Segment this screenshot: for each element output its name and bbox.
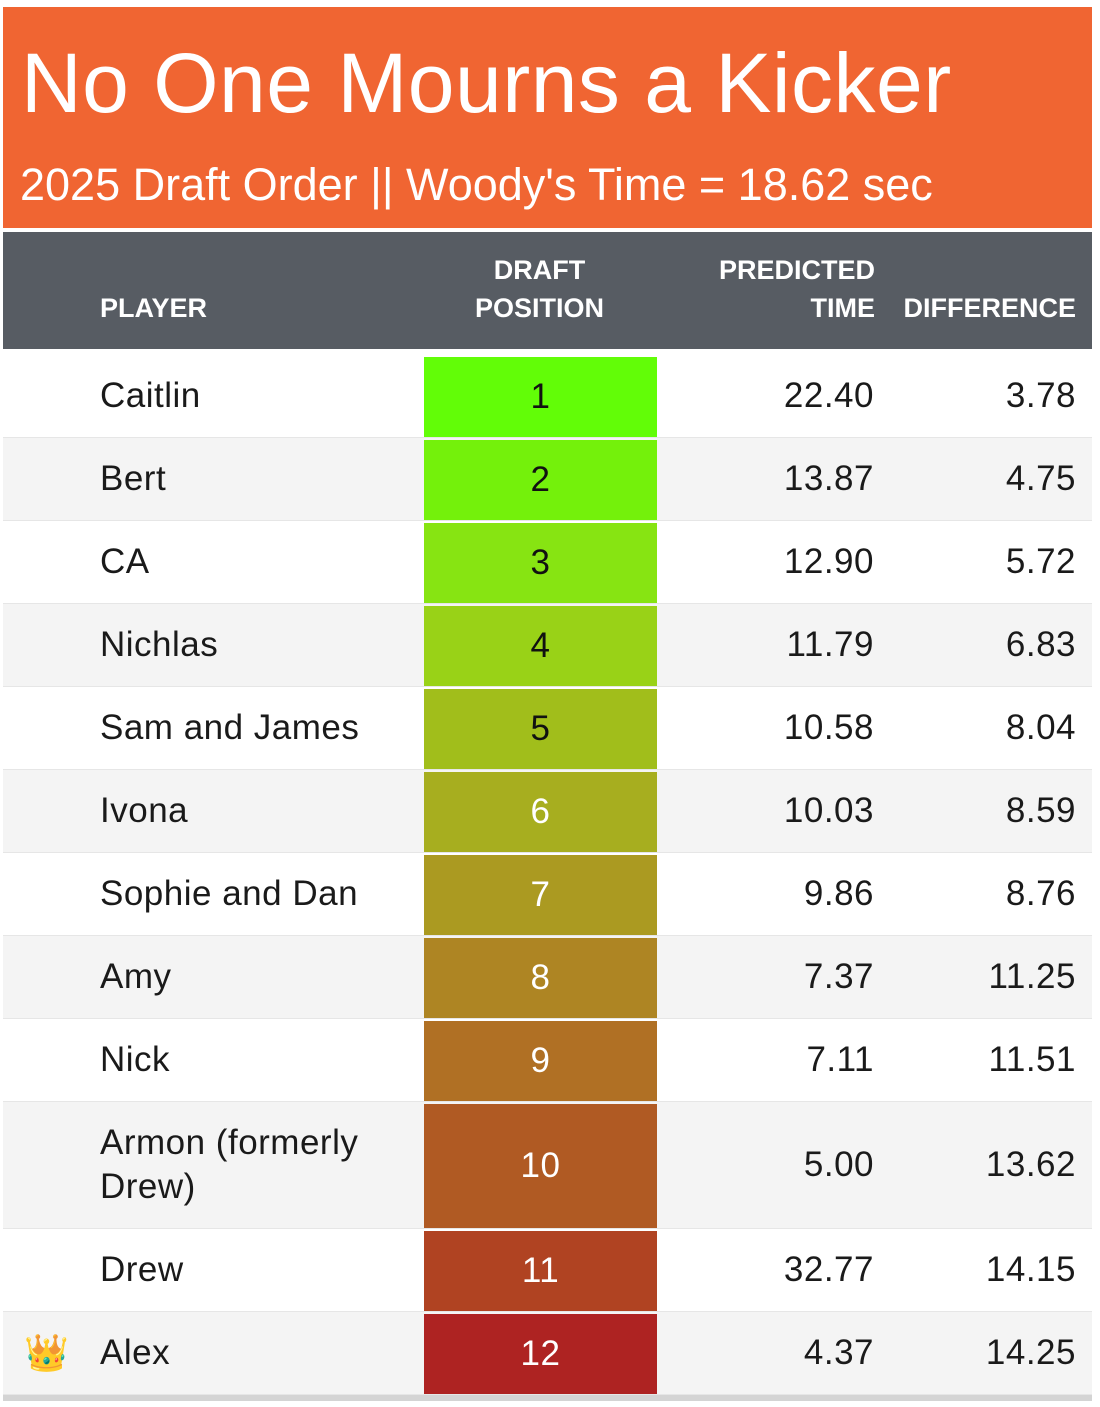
difference-value: 8.04 [1005, 708, 1076, 747]
column-header-draft-line1: DRAFT [493, 255, 586, 285]
draft-position-cell: 11 [424, 1231, 657, 1311]
predicted-time: 9.86 [803, 874, 874, 913]
predicted-time: 32.77 [783, 1250, 874, 1289]
table-row: CA 3 12.90 5.72 [3, 521, 1092, 604]
row-icon [17, 1019, 77, 1101]
column-header-predicted-line1: PREDICTED [718, 255, 875, 285]
predicted-time: 10.58 [783, 708, 874, 747]
difference-value: 5.72 [1005, 542, 1076, 581]
column-header-predicted-line2: TIME [810, 293, 876, 323]
draft-table: Caitlin 1 22.40 3.78 Bert 2 13.87 4.75 C… [3, 355, 1092, 1401]
crown-icon: 👑 [24, 1332, 70, 1373]
player-name: CA [100, 542, 150, 581]
table-header: PLAYER DRAFT POSITION PREDICTED TIME DIF… [3, 232, 1092, 349]
row-icon [17, 853, 77, 935]
column-header-difference: DIFFERENCE [903, 293, 1076, 323]
player-name: Sophie and Dan [100, 874, 359, 913]
table-row: Caitlin 1 22.40 3.78 [3, 355, 1092, 438]
player-name: Caitlin [100, 376, 201, 415]
predicted-time: 13.87 [783, 459, 874, 498]
predicted-time: 4.37 [803, 1333, 874, 1372]
row-icon [17, 438, 77, 520]
player-name: Armon (formerly Drew) [100, 1123, 359, 1206]
table-row: Bert 2 13.87 4.75 [3, 438, 1092, 521]
difference-value: 3.78 [1005, 376, 1076, 415]
column-header-player: PLAYER [100, 293, 208, 323]
table-row: Nichlas 4 11.79 6.83 [3, 604, 1092, 687]
draft-position-cell: 8 [424, 938, 657, 1018]
predicted-time: 7.37 [803, 957, 874, 996]
player-name: Alex [100, 1333, 171, 1372]
row-icon [17, 604, 77, 686]
predicted-time: 12.90 [783, 542, 874, 581]
title-banner: No One Mourns a Kicker 2025 Draft Order … [3, 7, 1092, 228]
difference-value: 4.75 [1005, 459, 1076, 498]
row-icon [17, 936, 77, 1018]
row-icon [17, 355, 77, 437]
predicted-time: 7.11 [806, 1040, 874, 1079]
predicted-time: 5.00 [803, 1145, 874, 1184]
table-row: 👑 Alex 12 4.37 14.25 [3, 1312, 1092, 1395]
difference-value: 8.59 [1005, 791, 1076, 830]
player-name: Bert [100, 459, 167, 498]
row-icon [17, 687, 77, 769]
draft-position-cell: 5 [424, 689, 657, 769]
player-name: Drew [100, 1250, 184, 1289]
difference-value: 11.51 [988, 1040, 1076, 1079]
draft-position-cell: 10 [424, 1104, 657, 1228]
table-row: Nick 9 7.11 11.51 [3, 1019, 1092, 1102]
difference-value: 11.25 [988, 957, 1076, 996]
draft-position-cell: 7 [424, 855, 657, 935]
draft-position-cell: 9 [424, 1021, 657, 1101]
draft-position-cell: 12 [424, 1314, 657, 1394]
column-header-draft-line2: POSITION [474, 293, 604, 323]
predicted-time: 11.79 [786, 625, 874, 664]
player-name: Sam and James [100, 708, 360, 747]
difference-value: 14.15 [985, 1250, 1076, 1289]
row-icon [17, 1229, 77, 1311]
difference-value: 8.76 [1005, 874, 1076, 913]
table-bottom-rule [3, 1395, 1092, 1401]
player-name: Amy [100, 957, 172, 996]
draft-position-cell: 4 [424, 606, 657, 686]
difference-value: 6.83 [1005, 625, 1076, 664]
predicted-time: 10.03 [783, 791, 874, 830]
row-icon [17, 770, 77, 852]
table-row: Sophie and Dan 7 9.86 8.76 [3, 853, 1092, 936]
table-row: Ivona 6 10.03 8.59 [3, 770, 1092, 853]
player-name: Nichlas [100, 625, 219, 664]
table-row: Drew 11 32.77 14.15 [3, 1229, 1092, 1312]
table-row: Sam and James 5 10.58 8.04 [3, 687, 1092, 770]
draft-position-cell: 1 [424, 357, 657, 437]
column-header-predicted-time: PREDICTED TIME [719, 251, 875, 327]
page-subtitle: 2025 Draft Order || Woody's Time = 18.62… [20, 159, 933, 210]
column-header-draft-position: DRAFT POSITION [423, 251, 656, 327]
table-row: Armon (formerly Drew) 10 5.00 13.62 [3, 1102, 1092, 1229]
draft-position-cell: 2 [424, 440, 657, 520]
draft-position-cell: 6 [424, 772, 657, 852]
row-icon [17, 1102, 77, 1228]
row-icon [17, 521, 77, 603]
player-name: Nick [100, 1040, 171, 1079]
page-title: No One Mourns a Kicker [21, 36, 952, 130]
draft-position-cell: 3 [424, 523, 657, 603]
difference-value: 14.25 [985, 1333, 1076, 1372]
player-name: Ivona [100, 791, 189, 830]
difference-value: 13.62 [985, 1145, 1076, 1184]
table-row: Amy 8 7.37 11.25 [3, 936, 1092, 1019]
predicted-time: 22.40 [783, 376, 874, 415]
